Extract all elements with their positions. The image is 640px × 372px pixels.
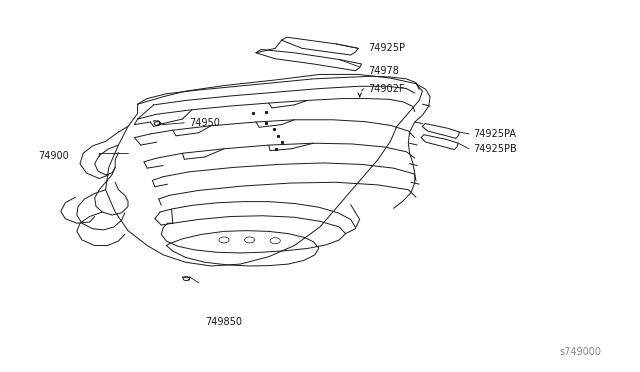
Text: 74950: 74950 bbox=[189, 118, 220, 128]
Text: 74925PB: 74925PB bbox=[474, 144, 517, 154]
Text: 74900: 74900 bbox=[38, 151, 69, 161]
Text: 74925P: 74925P bbox=[368, 44, 405, 53]
Text: 74902F: 74902F bbox=[368, 84, 404, 94]
Text: 74925PA: 74925PA bbox=[474, 129, 516, 139]
Text: 74978: 74978 bbox=[368, 66, 399, 76]
Text: 749850: 749850 bbox=[205, 317, 242, 327]
Text: s749000: s749000 bbox=[559, 347, 602, 357]
